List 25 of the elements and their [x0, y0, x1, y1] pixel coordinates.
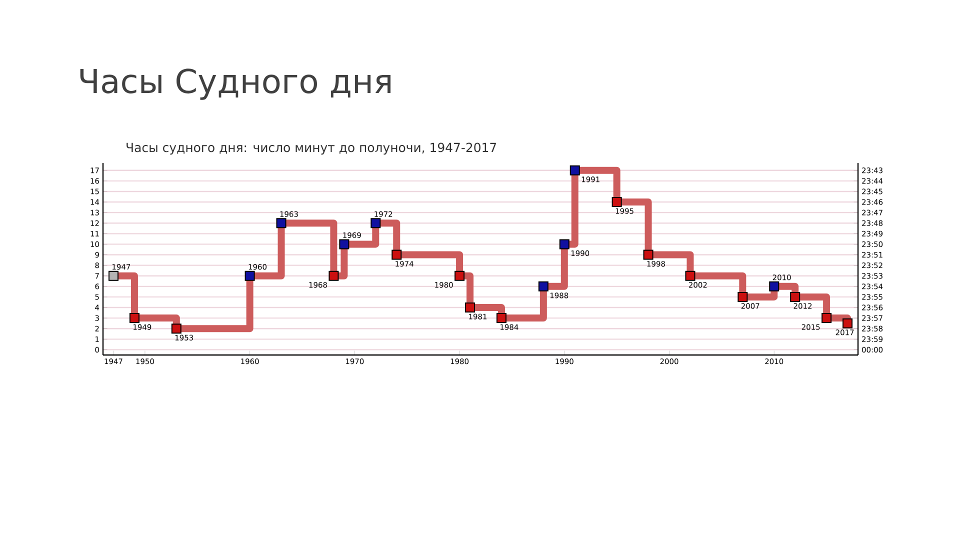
point [108, 270, 118, 281]
point [171, 324, 182, 334]
point [328, 270, 339, 281]
point [465, 302, 476, 313]
chart-subtitle: Часы судного дня: число минут до полуночи, 1947-2017 [126, 142, 496, 155]
point [496, 313, 506, 324]
point [643, 250, 654, 260]
point [685, 270, 696, 281]
point [612, 197, 622, 208]
point [370, 218, 381, 228]
chart-title: Часы Судного дня [80, 68, 390, 100]
point [244, 270, 255, 281]
point [769, 281, 780, 292]
point [538, 281, 548, 292]
point [738, 292, 748, 302]
point [842, 318, 853, 328]
point [790, 292, 800, 302]
point [392, 250, 402, 260]
point [822, 313, 832, 324]
point [559, 239, 570, 250]
point [276, 218, 286, 228]
point [339, 239, 350, 250]
point [454, 270, 465, 281]
point [570, 165, 580, 176]
point [129, 313, 140, 324]
